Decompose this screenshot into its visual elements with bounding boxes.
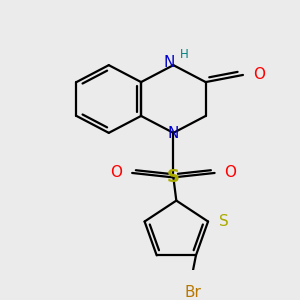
- Text: N: N: [164, 55, 175, 70]
- Text: Br: Br: [184, 285, 201, 300]
- Text: O: O: [110, 166, 122, 181]
- Text: H: H: [180, 48, 188, 61]
- Text: O: O: [253, 68, 265, 82]
- Text: S: S: [219, 214, 229, 229]
- Text: N: N: [168, 126, 179, 141]
- Text: S: S: [167, 168, 180, 186]
- Text: O: O: [224, 166, 236, 181]
